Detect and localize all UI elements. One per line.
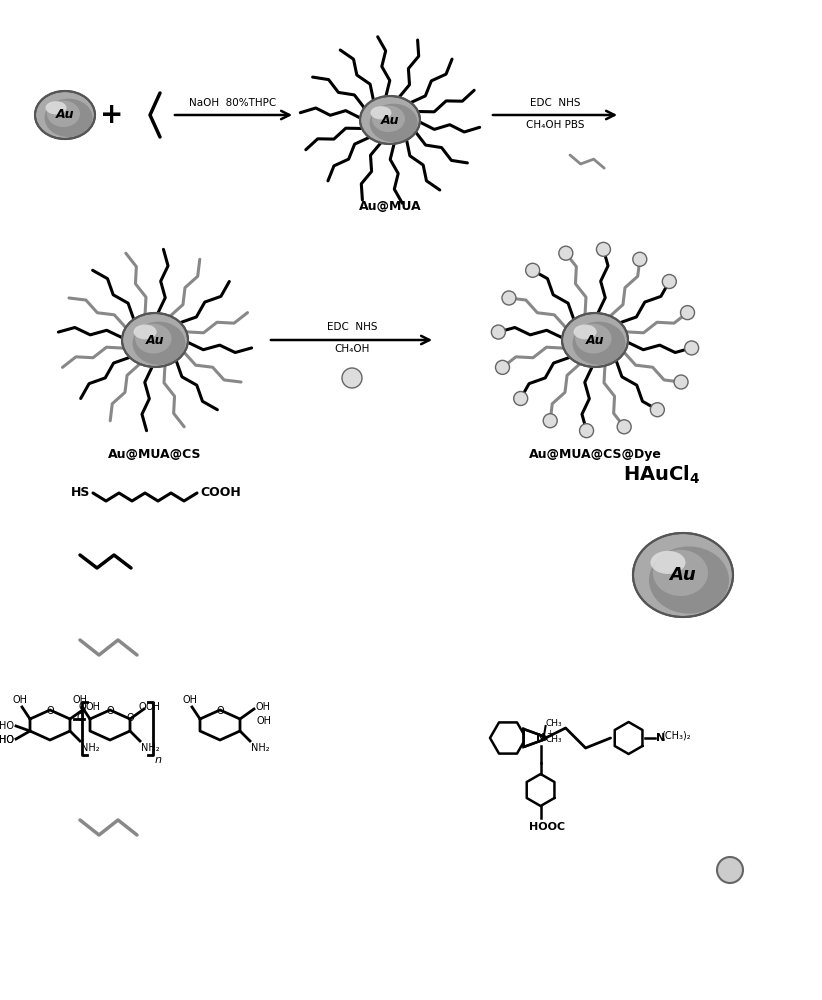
Text: CH₄OH PBS: CH₄OH PBS bbox=[526, 120, 584, 130]
Text: NH₂: NH₂ bbox=[141, 743, 159, 753]
Polygon shape bbox=[527, 774, 555, 806]
Text: O: O bbox=[76, 713, 84, 723]
Circle shape bbox=[681, 306, 695, 320]
Circle shape bbox=[717, 857, 743, 883]
Circle shape bbox=[342, 368, 362, 388]
Text: $\mathbf{HAuCl_4}$: $\mathbf{HAuCl_4}$ bbox=[623, 464, 700, 486]
Ellipse shape bbox=[44, 99, 93, 137]
Ellipse shape bbox=[47, 101, 80, 127]
Circle shape bbox=[502, 291, 516, 305]
Circle shape bbox=[514, 391, 528, 405]
Text: CH₄OH: CH₄OH bbox=[335, 344, 370, 354]
Circle shape bbox=[650, 403, 664, 417]
Text: Au: Au bbox=[381, 113, 399, 126]
Circle shape bbox=[597, 242, 611, 256]
Text: HO: HO bbox=[0, 721, 14, 731]
Ellipse shape bbox=[562, 313, 628, 367]
Ellipse shape bbox=[633, 533, 733, 617]
Circle shape bbox=[617, 420, 631, 434]
Text: EDC  NHS: EDC NHS bbox=[327, 322, 377, 332]
Text: +: + bbox=[547, 730, 553, 738]
Text: HS: HS bbox=[71, 487, 90, 499]
Text: Au: Au bbox=[586, 334, 604, 347]
Text: NH₂: NH₂ bbox=[251, 743, 270, 753]
Ellipse shape bbox=[133, 324, 157, 339]
Text: EDC  NHS: EDC NHS bbox=[529, 98, 580, 108]
Text: HO: HO bbox=[0, 735, 14, 745]
Ellipse shape bbox=[650, 551, 686, 574]
Circle shape bbox=[559, 246, 573, 260]
Ellipse shape bbox=[132, 322, 185, 365]
Ellipse shape bbox=[372, 106, 405, 132]
Text: CH₃: CH₃ bbox=[546, 720, 562, 728]
Ellipse shape bbox=[122, 313, 188, 367]
Text: (CH₃)₂: (CH₃)₂ bbox=[662, 730, 691, 740]
Text: Au: Au bbox=[670, 566, 696, 584]
Text: OH: OH bbox=[12, 695, 27, 705]
Text: +: + bbox=[100, 101, 123, 129]
Text: OH: OH bbox=[182, 695, 197, 705]
Text: HO: HO bbox=[0, 735, 14, 745]
Ellipse shape bbox=[573, 322, 626, 365]
Circle shape bbox=[492, 325, 506, 339]
Polygon shape bbox=[490, 722, 526, 754]
Text: OH: OH bbox=[256, 716, 271, 726]
Text: OH: OH bbox=[72, 695, 87, 705]
Text: N: N bbox=[536, 733, 545, 743]
Circle shape bbox=[496, 360, 510, 374]
Text: OH: OH bbox=[255, 702, 270, 712]
Text: O: O bbox=[216, 706, 224, 716]
Ellipse shape bbox=[371, 106, 391, 119]
Text: NaOH  80%THPC: NaOH 80%THPC bbox=[189, 98, 277, 108]
Circle shape bbox=[633, 252, 647, 266]
Circle shape bbox=[685, 341, 699, 355]
Ellipse shape bbox=[653, 550, 708, 596]
Polygon shape bbox=[615, 722, 643, 754]
Text: COOH: COOH bbox=[200, 487, 241, 499]
Ellipse shape bbox=[45, 101, 67, 114]
Text: Au: Au bbox=[56, 108, 74, 121]
Text: O: O bbox=[138, 702, 145, 712]
Polygon shape bbox=[524, 729, 546, 747]
Ellipse shape bbox=[370, 104, 418, 142]
Circle shape bbox=[674, 375, 688, 389]
Text: O: O bbox=[106, 706, 113, 716]
Text: O: O bbox=[127, 713, 134, 723]
Text: n: n bbox=[155, 755, 162, 765]
Circle shape bbox=[543, 414, 557, 428]
Text: N: N bbox=[656, 733, 665, 743]
Ellipse shape bbox=[360, 96, 420, 144]
Text: O: O bbox=[46, 706, 53, 716]
Circle shape bbox=[663, 275, 677, 289]
Ellipse shape bbox=[574, 324, 597, 339]
Text: CH₃: CH₃ bbox=[546, 736, 562, 744]
Text: HOOC: HOOC bbox=[529, 822, 565, 832]
Text: NH₂: NH₂ bbox=[81, 743, 99, 753]
Circle shape bbox=[580, 424, 593, 438]
Text: Au: Au bbox=[145, 334, 164, 347]
Text: Au@MUA@CS@Dye: Au@MUA@CS@Dye bbox=[529, 448, 662, 461]
Text: OH: OH bbox=[85, 702, 100, 712]
Ellipse shape bbox=[135, 324, 172, 354]
Ellipse shape bbox=[35, 91, 95, 139]
Text: Au@MUA@CS: Au@MUA@CS bbox=[109, 448, 201, 461]
Circle shape bbox=[525, 263, 540, 277]
Ellipse shape bbox=[575, 324, 612, 354]
Ellipse shape bbox=[649, 546, 729, 614]
Text: O: O bbox=[78, 702, 85, 712]
Text: OH: OH bbox=[145, 702, 160, 712]
Text: Au@MUA: Au@MUA bbox=[358, 200, 422, 213]
